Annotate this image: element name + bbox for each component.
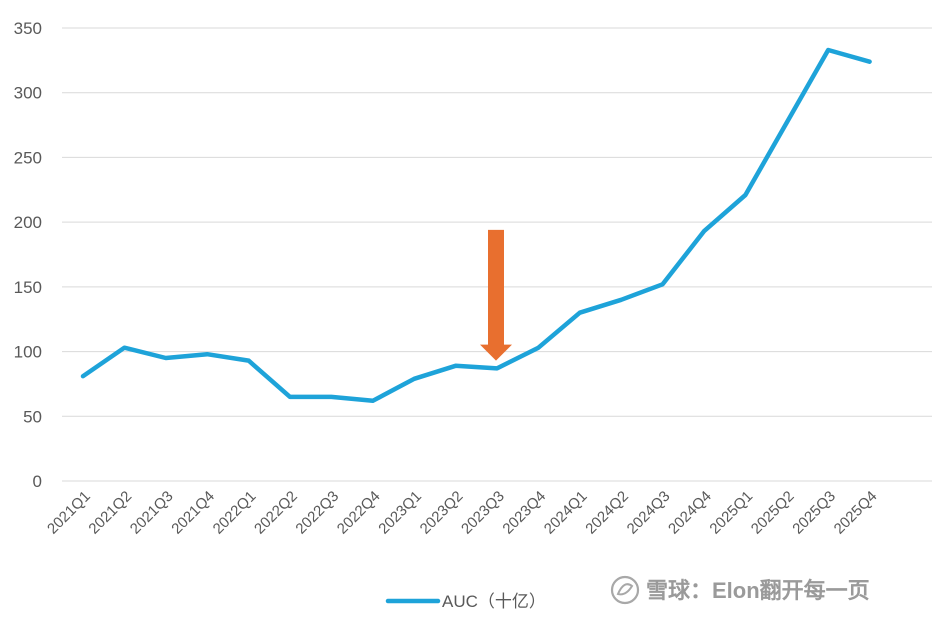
watermark-text: 雪球：Elon翻开每一页 <box>646 578 870 603</box>
y-tick-label: 200 <box>14 213 42 232</box>
x-tick-label: 2023Q4 <box>499 488 549 538</box>
x-tick-label: 2025Q4 <box>831 488 881 538</box>
x-tick-label: 2022Q2 <box>251 488 301 538</box>
x-tick-label: 2021Q4 <box>168 488 218 538</box>
x-tick-label: 2025Q1 <box>706 488 756 538</box>
x-tick-label: 2024Q1 <box>541 488 591 538</box>
x-axis-ticks: 2021Q12021Q22021Q32021Q42022Q12022Q22022… <box>44 488 880 538</box>
x-tick-label: 2024Q4 <box>665 488 715 538</box>
y-tick-label: 350 <box>14 19 42 38</box>
series-line <box>80 47 872 404</box>
x-tick-label: 2022Q1 <box>210 488 260 538</box>
x-tick-label: 2021Q3 <box>127 488 177 538</box>
y-tick-label: 250 <box>14 148 42 167</box>
x-tick-label: 2022Q4 <box>334 488 384 538</box>
down-arrow-annotation <box>480 229 512 361</box>
x-tick-label: 2021Q1 <box>44 488 94 538</box>
y-tick-label: 150 <box>14 278 42 297</box>
xueqiu-logo-icon <box>610 575 640 605</box>
annotation-layer <box>480 229 512 361</box>
x-tick-label: 2025Q2 <box>748 488 798 538</box>
x-tick-label: 2024Q3 <box>624 488 674 538</box>
x-tick-label: 2024Q2 <box>582 488 632 538</box>
x-tick-label: 2022Q3 <box>292 488 342 538</box>
x-tick-label: 2021Q2 <box>85 488 135 538</box>
series-layer <box>80 47 872 404</box>
x-tick-label: 2025Q3 <box>789 488 839 538</box>
y-tick-label: 300 <box>14 84 42 103</box>
watermark: 雪球：Elon翻开每一页 <box>610 575 870 605</box>
y-tick-label: 50 <box>23 407 42 426</box>
x-tick-label: 2023Q3 <box>458 488 508 538</box>
legend: AUC（十亿） <box>385 592 546 611</box>
legend-label: AUC（十亿） <box>442 592 546 611</box>
y-tick-label: 0 <box>33 472 42 491</box>
y-axis-ticks: 0 50 100 150 200 250 300 350 <box>14 19 42 491</box>
y-tick-label: 100 <box>14 343 42 362</box>
x-tick-label: 2023Q1 <box>375 488 425 538</box>
x-tick-label: 2023Q2 <box>417 488 467 538</box>
